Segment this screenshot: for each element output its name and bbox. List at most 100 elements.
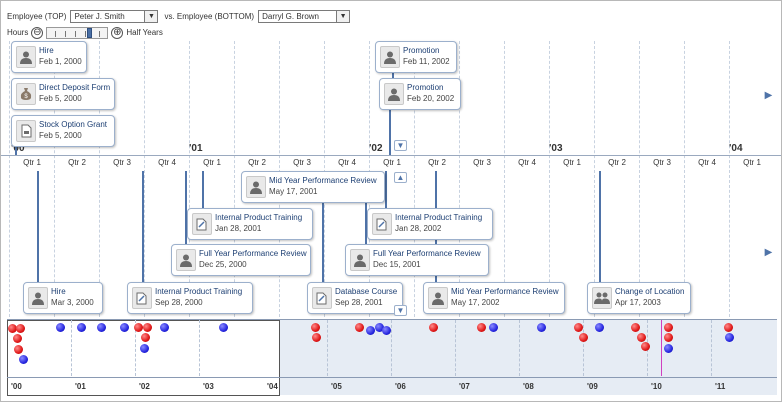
event-dot[interactable]: [477, 323, 486, 332]
event-date: May 17, 2002: [451, 298, 500, 307]
bottom-event-card[interactable]: Mid Year Performance Review May 17, 2002: [423, 282, 565, 314]
event-dot[interactable]: [489, 323, 498, 332]
overview-visible-window[interactable]: [7, 320, 280, 396]
quarter-gridline: [234, 41, 235, 317]
event-dot[interactable]: [724, 323, 733, 332]
event-dot[interactable]: [97, 323, 106, 332]
event-dot[interactable]: [595, 323, 604, 332]
year-label: '04: [729, 143, 743, 154]
scroll-right-bottom-icon[interactable]: ▶: [764, 247, 773, 258]
quarter-label: Qtr 1: [23, 158, 41, 167]
vs-label: vs. Employee (BOTTOM): [164, 11, 255, 21]
quarter-gridline: [639, 41, 640, 317]
bottom-event-card[interactable]: Internal Product Training Sep 28, 2000: [127, 282, 253, 314]
event-dot[interactable]: [77, 323, 86, 332]
event-stem: [365, 171, 367, 245]
scroll-right-top-icon[interactable]: ▶: [764, 90, 773, 101]
slider-tick: [99, 30, 101, 37]
event-dot[interactable]: [219, 323, 228, 332]
event-date: Sep 28, 2001: [335, 298, 383, 307]
expand-bottom-stack-button[interactable]: ▲: [394, 172, 407, 183]
overview-year-label: '03: [203, 382, 214, 391]
event-dot[interactable]: [19, 355, 28, 364]
expand-top-stack-button[interactable]: ▼: [394, 140, 407, 151]
event-dot[interactable]: [355, 323, 364, 332]
event-dot[interactable]: [312, 333, 321, 342]
event-dot[interactable]: [664, 323, 673, 332]
zoom-min-label: Hours: [7, 28, 29, 37]
event-dot[interactable]: [375, 323, 384, 332]
bottom-event-card[interactable]: Mid Year Performance Review May 17, 2001: [241, 171, 385, 203]
event-dot[interactable]: [664, 333, 673, 342]
chevron-down-icon[interactable]: ▼: [144, 10, 158, 22]
zoom-slider-thumb[interactable]: [87, 27, 93, 38]
event-date: Feb 20, 2002: [407, 94, 455, 103]
event-dot[interactable]: [56, 323, 65, 332]
overview-gridline: [519, 320, 520, 376]
person-icon: [176, 249, 196, 271]
quarter-label: Qtr 2: [248, 158, 266, 167]
year-label: '02: [369, 143, 383, 154]
event-dot[interactable]: [664, 344, 673, 353]
event-dot[interactable]: [14, 345, 23, 354]
zoom-in-button[interactable]: ⊕: [111, 26, 124, 39]
year-label: '03: [549, 143, 563, 154]
event-dot[interactable]: [311, 323, 320, 332]
event-dot[interactable]: [631, 323, 640, 332]
quarter-label: Qtr 3: [113, 158, 131, 167]
overview-year-label: '09: [587, 382, 598, 391]
event-dot[interactable]: [366, 326, 375, 335]
event-stem: [37, 171, 39, 283]
top-event-card[interactable]: $ Direct Deposit Form Feb 5, 2000: [11, 78, 115, 110]
bottom-event-card[interactable]: Database Course Sep 28, 2001: [307, 282, 403, 314]
top-event-card[interactable]: Promotion Feb 20, 2002: [379, 78, 461, 110]
bottom-event-card[interactable]: Full Year Performance Review Dec 25, 200…: [171, 244, 311, 276]
bottom-event-card[interactable]: Full Year Performance Review Dec 15, 200…: [345, 244, 489, 276]
event-dot[interactable]: [134, 323, 143, 332]
bottom-employee-value: Darryl G. Brown: [262, 11, 319, 21]
event-dot[interactable]: [160, 323, 169, 332]
top-event-card[interactable]: Hire Feb 1, 2000: [11, 41, 87, 73]
event-dot[interactable]: [637, 333, 646, 342]
chevron-down-icon[interactable]: ▼: [336, 10, 350, 22]
event-dot[interactable]: [13, 334, 22, 343]
expand-bottom-more-button[interactable]: ▼: [394, 305, 407, 316]
top-employee-select[interactable]: Peter J. Smith ▼: [70, 9, 159, 23]
overview-axis: [7, 377, 777, 378]
overview-gridline: [583, 320, 584, 376]
event-dot[interactable]: [382, 326, 391, 335]
event-title: Database Course: [335, 287, 398, 296]
event-dot[interactable]: [16, 324, 25, 333]
event-dot[interactable]: [429, 323, 438, 332]
event-dot[interactable]: [141, 333, 150, 342]
bottom-event-card[interactable]: Internal Product Training Jan 28, 2002: [367, 208, 493, 240]
bottom-event-card[interactable]: Internal Product Training Jan 28, 2001: [187, 208, 313, 240]
event-title: Full Year Performance Review: [373, 249, 481, 258]
top-event-card[interactable]: Promotion Feb 11, 2002: [375, 41, 457, 73]
event-title: Hire: [39, 46, 54, 55]
event-date: Dec 15, 2001: [373, 260, 421, 269]
employee-compare-toolbar: Employee (TOP) Peter J. Smith ▼ vs. Empl…: [7, 9, 356, 23]
top-event-card[interactable]: Stock Option Grant Feb 5, 2000: [11, 115, 115, 147]
quarter-gridline: [54, 41, 55, 317]
bottom-employee-select[interactable]: Darryl G. Brown ▼: [258, 9, 351, 23]
event-dot[interactable]: [579, 333, 588, 342]
event-dot[interactable]: [8, 324, 17, 333]
overview-gridline: [455, 320, 456, 376]
event-dot[interactable]: [140, 344, 149, 353]
bottom-event-card[interactable]: Change of Location Apr 17, 2003: [587, 282, 691, 314]
zoom-slider[interactable]: [46, 26, 109, 39]
bottom-event-card[interactable]: Hire Mar 3, 2000: [23, 282, 103, 314]
event-dot[interactable]: [725, 333, 734, 342]
event-dot[interactable]: [537, 323, 546, 332]
overview-year-label: '00: [11, 382, 22, 391]
event-dot[interactable]: [641, 342, 650, 351]
overview-strip[interactable]: '00 '01 '02 '03 '04 '05 '06 '07 '08 '09 …: [7, 319, 777, 396]
event-dot[interactable]: [143, 323, 152, 332]
event-title: Promotion: [407, 83, 444, 92]
event-date: Feb 1, 2000: [39, 57, 82, 66]
zoom-out-button[interactable]: ⊖: [31, 26, 44, 39]
overview-year-label: '06: [395, 382, 406, 391]
event-dot[interactable]: [120, 323, 129, 332]
event-dot[interactable]: [574, 323, 583, 332]
